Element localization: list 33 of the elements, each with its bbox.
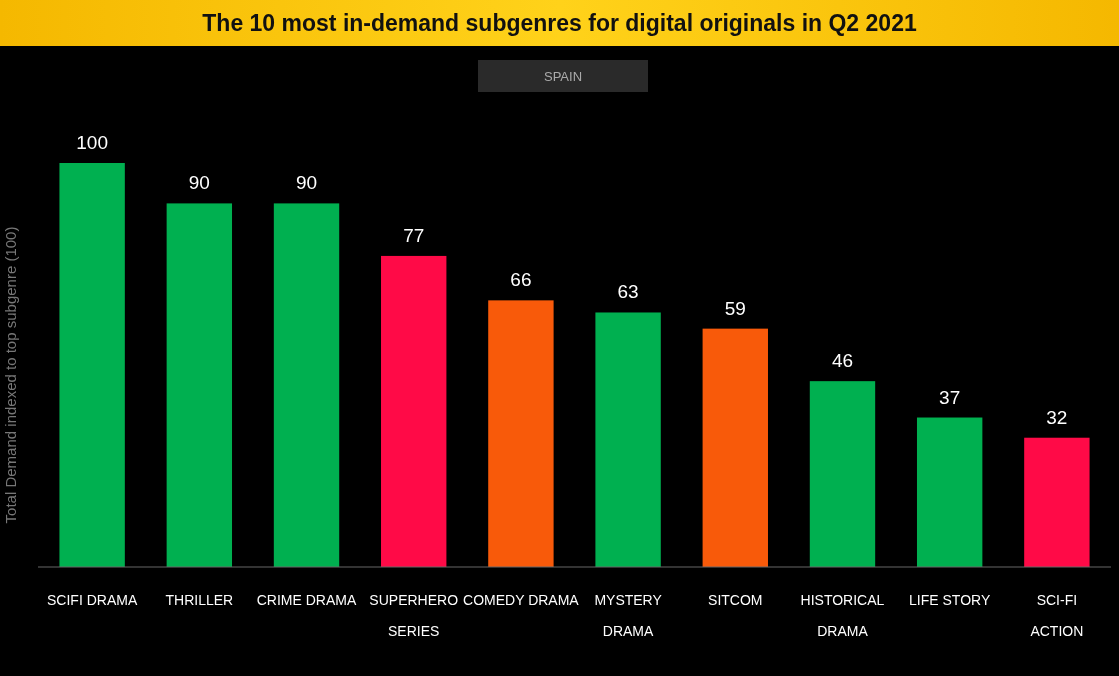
x-tick-label: SITCOM [708, 592, 763, 608]
x-tick-label: SUPERHERO SERIES [369, 592, 459, 639]
bar [1024, 437, 1090, 567]
x-tick-label: SCI-FI ACTION [1030, 592, 1084, 639]
x-tick-label: MYSTERY DRAMA [594, 592, 663, 639]
bar [166, 203, 233, 567]
bar [488, 300, 554, 567]
data-label: 90 [188, 172, 210, 194]
x-tick-label: THRILLER [165, 592, 234, 608]
data-label: 63 [617, 281, 639, 303]
chart-subtitle: SPAIN [543, 69, 583, 84]
bar [809, 381, 876, 567]
data-label: 32 [1046, 406, 1068, 428]
chart-title: The 10 most in-demand subgenres for digital originals in Q2 2021 [202, 10, 917, 36]
bar [59, 163, 125, 567]
bar [916, 417, 983, 567]
bar [273, 203, 340, 567]
data-label: 100 [76, 132, 108, 153]
x-tick-label: COMEDY DRAMA [463, 592, 580, 608]
bar [381, 255, 447, 567]
data-label: 66 [510, 269, 532, 291]
bar [702, 328, 768, 567]
data-label: 59 [724, 297, 746, 319]
x-tick-label: CRIME DRAMA [256, 592, 357, 608]
x-tick-label: HISTORICAL DRAMA [800, 592, 885, 639]
data-label: 90 [295, 172, 318, 194]
x-tick-label: LIFE STORY [909, 592, 991, 608]
data-label: 37 [939, 386, 961, 408]
y-axis-title: Total Demand indexed to top subgenre (100) [2, 226, 19, 524]
bar [595, 312, 661, 567]
x-tick-label: SCIFI DRAMA [47, 592, 138, 608]
data-label: 77 [403, 224, 425, 246]
data-label: 46 [831, 350, 854, 372]
